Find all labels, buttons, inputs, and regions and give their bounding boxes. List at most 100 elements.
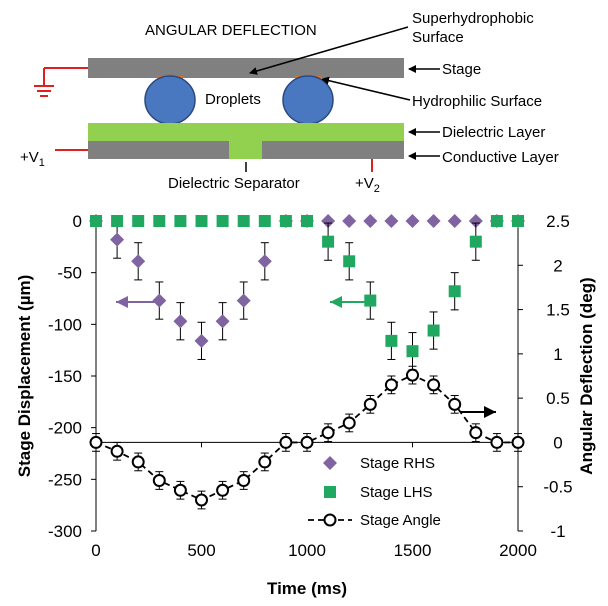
dielectric-separator (229, 141, 262, 159)
stage-lhs-point (237, 215, 250, 227)
stage-lhs-point (279, 215, 292, 227)
rhs-axis-arrow-head (116, 296, 128, 308)
v1-label: +V1 (20, 149, 45, 169)
separator-label: Dielectric Separator (168, 175, 300, 192)
superhydrophobic-arrow (249, 26, 409, 75)
stage-angle-point (216, 483, 230, 497)
hydrophilic-arrow (321, 76, 411, 101)
stage-plate (88, 58, 404, 78)
stage-rhs-point (321, 214, 336, 228)
stage-rhs-point (426, 214, 441, 228)
conductive-layer-left (88, 141, 229, 159)
stage-lhs-point (512, 215, 524, 227)
y-tick-label: 0 (73, 212, 82, 231)
x-axis-title: Time (ms) (267, 579, 347, 598)
stage-lhs-point (490, 215, 503, 227)
chart-axes: 0 500 1000 1500 2000 0 -50 -100 -150 -200 -250 -300… (15, 212, 596, 598)
droplet-left (144, 75, 196, 125)
stage-angle-point (406, 368, 419, 382)
stage-angle-point (195, 493, 208, 507)
stage-rhs-point (363, 214, 378, 228)
legend-marker-stage-angle (323, 513, 337, 527)
stage-lhs-point (153, 215, 166, 227)
diagram-title: ANGULAR DEFLECTION (145, 22, 317, 39)
stage-rhs-point (384, 214, 399, 228)
stage-rhs-point (257, 254, 272, 269)
stage-angle-point (469, 426, 483, 440)
stage-lhs-point (258, 215, 271, 227)
stage-angle-point (363, 397, 377, 411)
y2-tick-label: 1 (553, 345, 562, 364)
stage-angle-point (490, 435, 504, 449)
y2-tick-label: -0.5 (543, 478, 572, 497)
stage-rhs-point (447, 214, 462, 228)
y-axis-title: Stage Displacement (µm) (15, 275, 34, 478)
y2-tick-label: 1.5 (546, 301, 570, 320)
y2-tick-label: 2 (553, 256, 562, 275)
stage-angle-point (110, 444, 124, 458)
stage-rhs-point (342, 214, 357, 228)
lhs-axis-arrow-head (330, 296, 342, 308)
droplets-label: Droplets (205, 91, 261, 108)
x-tick-label: 2000 (499, 541, 537, 560)
stage-angle-point (173, 483, 187, 497)
legend-label-stage-angle: Stage Angle (360, 512, 441, 529)
stage-angle-point (279, 435, 293, 449)
stage-angle-point (342, 416, 356, 430)
stage-angle-point (427, 378, 441, 392)
stage-angle-point (300, 435, 314, 449)
stage-lhs-point (301, 215, 313, 227)
stage-angle-point (448, 397, 462, 411)
y2-tick-label: 0 (553, 433, 562, 452)
stage-rhs-point (173, 314, 188, 329)
stage-lhs-point (427, 324, 440, 337)
stage-rhs-point (131, 254, 146, 269)
x-tick-label: 500 (187, 541, 215, 560)
chart-legend: Stage RHS Stage LHS Stage Angle (308, 455, 441, 529)
dielectric-layer-label: Dielectric Layer (442, 124, 545, 141)
x-tick-label: 0 (91, 541, 100, 560)
stage-lhs-point (132, 215, 145, 227)
y2-axis-title: Angular Deflection (deg) (577, 277, 596, 474)
hydrophilic-label: Hydrophilic Surface (412, 93, 542, 110)
angle-axis-arrow-head (484, 406, 496, 418)
ground-icon (34, 67, 88, 97)
stage-angle-point (237, 474, 251, 488)
stage-lhs-point (322, 235, 335, 248)
stage-angle-point (321, 426, 335, 440)
legend-label-stage-rhs: Stage RHS (360, 455, 435, 472)
x-tick-label: 1000 (288, 541, 326, 560)
stage-lhs-point (111, 215, 124, 227)
stage-rhs-point (110, 232, 125, 247)
stage-angle-point (258, 455, 272, 469)
v2-label: +V2 (355, 175, 380, 195)
chart: 0 500 1000 1500 2000 0 -50 -100 -150 -200 -250 -300… (15, 212, 596, 598)
y2-tick-label: 0.5 (546, 389, 570, 408)
stage-lhs-point (406, 345, 419, 358)
conductive-layer-label: Conductive Layer (442, 149, 559, 166)
y-tick-label: -50 (57, 264, 82, 283)
stage-rhs-point (405, 214, 420, 228)
stage-rhs-point (152, 293, 167, 308)
stage-rhs-point (194, 333, 209, 348)
stage-rhs-point (215, 314, 230, 329)
droplet-right (282, 75, 334, 125)
chart-series (89, 214, 525, 510)
stage-lhs-point (90, 215, 102, 227)
x-tick-label: 1500 (394, 541, 432, 560)
stage-lhs-point (385, 334, 398, 347)
chart-annotations (116, 296, 496, 418)
stage-label: Stage (442, 61, 481, 78)
y-tick-label: -200 (48, 419, 82, 438)
schematic-diagram: ANGULAR DEFLECTION Droplets +V1 +V2 (20, 10, 559, 195)
stage-angle-point (511, 435, 525, 449)
stage-rhs-point (468, 214, 483, 228)
y2-tick-label: 2.5 (546, 212, 570, 231)
conductive-layer-right (262, 141, 404, 159)
superhydrophobic-label: Superhydrophobic (412, 10, 534, 27)
stage-lhs-point (469, 235, 482, 248)
y-tick-label: -150 (48, 367, 82, 386)
dielectric-layer (88, 123, 404, 141)
stage-lhs-point (195, 215, 208, 227)
